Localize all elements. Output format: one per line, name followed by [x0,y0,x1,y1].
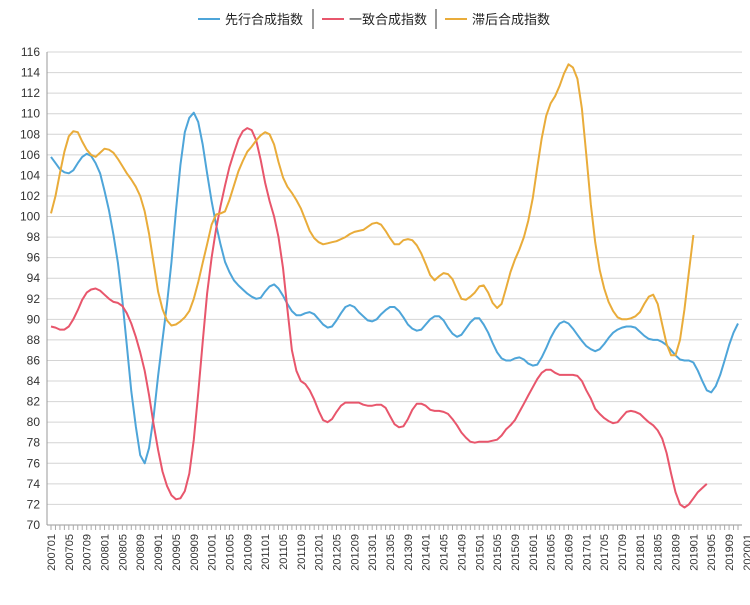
x-tick-label: 201601 [528,534,540,571]
y-tick-label: 116 [21,45,40,59]
legend-label: 滞后合成指数 [472,12,550,27]
x-axis: 200701 200705 200709 200801 200805 200809 2009… [46,524,750,571]
x-tick-label: 201509 [510,534,522,571]
legend-label: 一致合成指数 [349,12,427,27]
legend-label: 先行合成指数 [225,12,303,27]
y-tick-label: 74 [27,477,41,491]
y-tick-label: 104 [20,168,40,182]
x-tick-label: 201705 [599,534,611,571]
x-tick-label: 201401 [421,534,433,571]
x-tick-label: 201005 [224,534,236,571]
x-tick-label: 201801 [635,534,647,571]
gridlines [47,51,742,526]
x-tick-label: 201105 [278,534,290,570]
y-tick-label: 82 [27,395,41,409]
x-tick-label: 201205 [332,534,344,571]
x-tick-label: 201609 [563,534,575,571]
y-tick-label: 86 [27,353,41,367]
x-tick-label: 201405 [439,534,451,571]
x-tick-label: 200805 [117,534,129,571]
y-tick-label: 78 [27,436,41,450]
x-tick-label: 200705 [64,534,76,571]
x-tick-label: 201701 [581,534,593,571]
x-tick-label: 201605 [546,534,558,571]
y-tick-label: 98 [27,230,41,244]
x-tick-label: 201201 [314,534,326,571]
y-tick-label: 84 [27,374,41,388]
y-tick-label: 70 [27,518,41,532]
x-tick-label: 201501 [474,534,486,571]
y-tick-label: 88 [27,333,41,347]
x-tick-label: 201805 [653,534,665,571]
x-tick-label: 201905 [706,534,718,571]
x-tick-label: 201305 [385,534,397,571]
y-tick-label: 94 [27,271,41,285]
y-tick-label: 92 [27,292,41,306]
x-tick-label: 201309 [403,534,415,571]
x-tick-label: 201409 [456,534,468,571]
y-tick-label: 108 [20,127,40,141]
y-tick-label: 72 [27,497,41,511]
series-line [50,111,739,465]
x-tick-label: 201301 [367,534,379,571]
x-tick-label: 201109 [296,534,308,570]
series-line [50,127,708,509]
y-tick-label: 112 [21,86,40,100]
x-tick-label: 200909 [189,534,201,571]
x-tick-label: 200809 [135,534,147,571]
x-tick-label: 200801 [100,534,112,571]
y-tick-label: 102 [20,189,40,203]
x-tick-label: 200901 [153,534,165,571]
y-tick-label: 106 [20,148,40,162]
legend: 先行合成指数 一致合成指数 滞后合成指数 [198,9,550,29]
x-tick-label: 201009 [242,534,254,571]
x-tick-label: 200905 [171,534,183,571]
x-tick-label: 201209 [349,534,361,571]
x-tick-label: 201101 [260,534,272,570]
x-tick-label: 200709 [82,534,94,571]
y-axis: 70 72 74 76 78 80 82 84 86 88 90 92 94 96 98 100 102 104 1… [20,45,48,532]
y-tick-label: 110 [21,107,40,121]
y-tick-label: 96 [27,251,41,265]
x-tick-label: 201001 [207,534,219,571]
series-line [50,63,695,357]
x-tick-label: 201901 [688,534,700,571]
y-tick-label: 76 [27,456,41,470]
y-tick-label: 100 [20,210,40,224]
x-tick-label: 201505 [492,534,504,571]
series-layer [50,63,739,509]
x-tick-label: 200701 [46,534,58,571]
y-tick-label: 80 [27,415,41,429]
x-tick-label: 201709 [617,534,629,571]
y-tick-label: 114 [21,66,40,80]
x-tick-label: 201909 [724,534,736,571]
x-tick-label: 201809 [671,534,683,571]
x-tick-label: 202001 [742,534,750,571]
y-tick-label: 90 [27,312,41,326]
